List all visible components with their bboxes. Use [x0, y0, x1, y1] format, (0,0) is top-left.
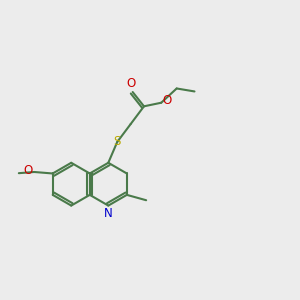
- Text: O: O: [162, 94, 172, 107]
- Text: S: S: [113, 135, 121, 148]
- Text: O: O: [127, 77, 136, 90]
- Text: N: N: [104, 207, 113, 220]
- Text: O: O: [24, 164, 33, 177]
